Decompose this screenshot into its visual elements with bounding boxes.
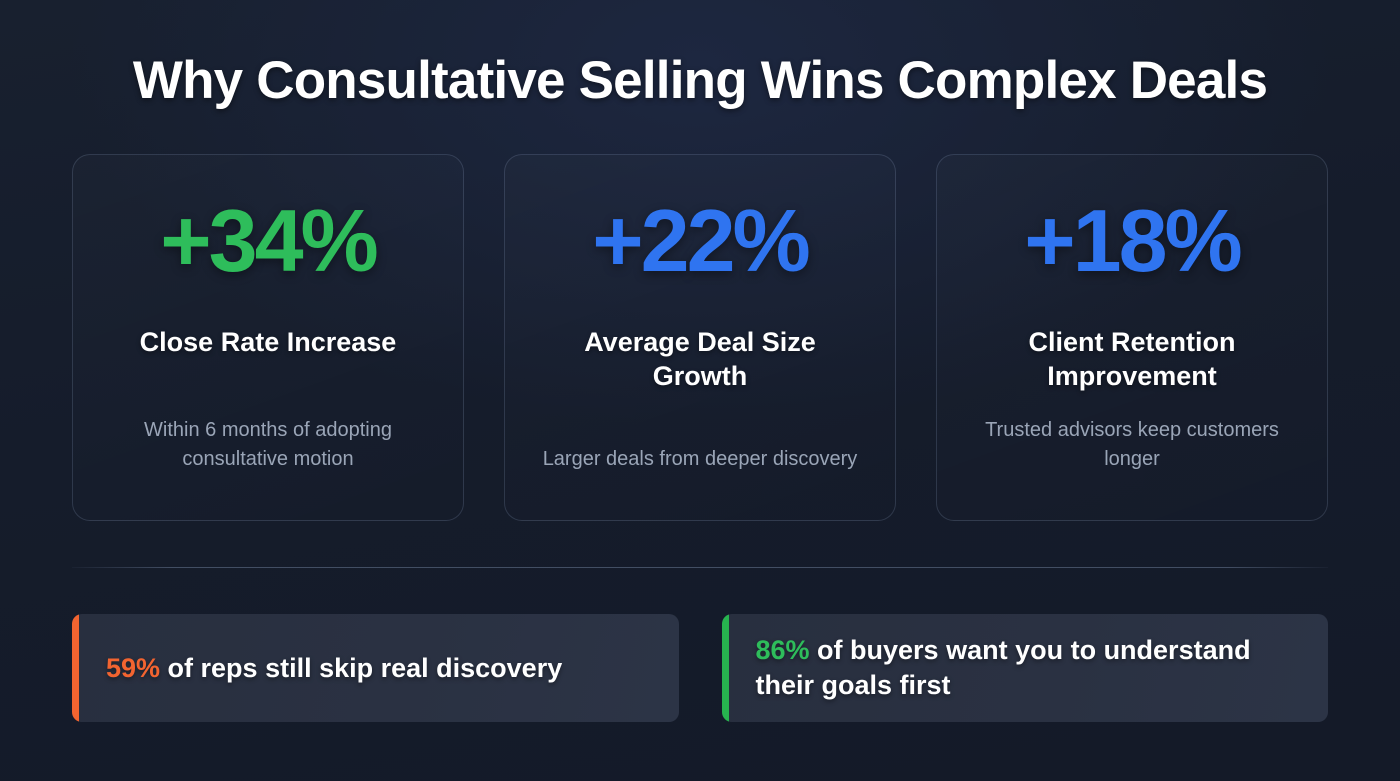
stat-value: +18%	[1024, 191, 1243, 291]
callout-box: 59% of reps still skip real discovery	[72, 614, 679, 723]
callout-text: 59% of reps still skip real discovery	[106, 651, 562, 686]
stat-card-grid: +34% Close Rate Increase Within 6 months…	[72, 154, 1328, 522]
stat-card: +22% Average Deal Size Growth Larger dea…	[504, 154, 896, 522]
stat-value: +22%	[592, 191, 811, 291]
stat-label: Client Retention Improvement	[1028, 327, 1236, 392]
callout-grid: 59% of reps still skip real discovery 86…	[72, 614, 1328, 723]
callout-percent: 59%	[106, 652, 161, 683]
stat-card: +18% Client Retention Improvement Truste…	[936, 154, 1328, 522]
page-title: Why Consultative Selling Wins Complex De…	[132, 51, 1268, 110]
callout-body: of buyers want you to understand their g…	[755, 635, 1251, 701]
stat-value: +34%	[160, 191, 379, 291]
section-divider	[72, 567, 1328, 569]
callout-accent-bar	[721, 614, 729, 723]
callout-accent-bar	[72, 614, 79, 723]
stat-description: Trusted advisors keep customers longer	[985, 419, 1279, 471]
stat-card: +34% Close Rate Increase Within 6 months…	[72, 154, 464, 522]
callout-box: 86% of buyers want you to understand the…	[721, 614, 1328, 723]
callout-text: 86% of buyers want you to understand the…	[756, 633, 1303, 703]
stat-description: Larger deals from deeper discovery	[542, 448, 858, 471]
stat-label: Close Rate Increase	[139, 327, 397, 358]
callout-body: of reps still skip real discovery	[160, 652, 563, 683]
callout-percent: 86%	[755, 635, 810, 666]
stat-description: Within 6 months of adopting consultative…	[144, 419, 392, 471]
stat-label: Average Deal Size Growth	[584, 327, 816, 392]
